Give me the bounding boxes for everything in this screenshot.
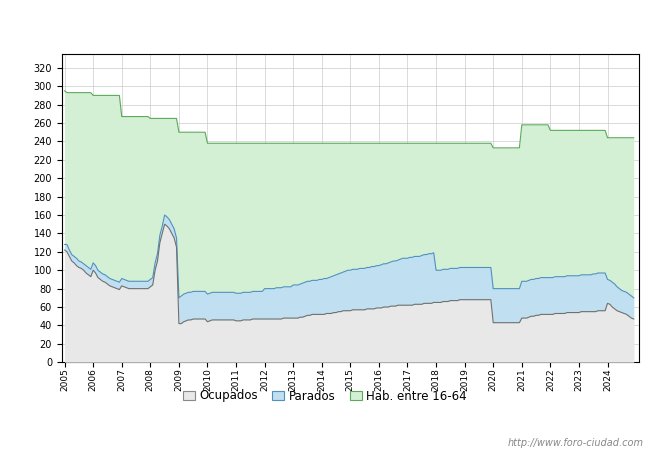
Text: http://www.foro-ciudad.com: http://www.foro-ciudad.com (508, 438, 644, 448)
Text: Truchas - Evolucion de la poblacion en edad de Trabajar Noviembre de 2024: Truchas - Evolucion de la poblacion en e… (86, 17, 564, 30)
Legend: Ocupados, Parados, Hab. entre 16-64: Ocupados, Parados, Hab. entre 16-64 (178, 385, 472, 407)
